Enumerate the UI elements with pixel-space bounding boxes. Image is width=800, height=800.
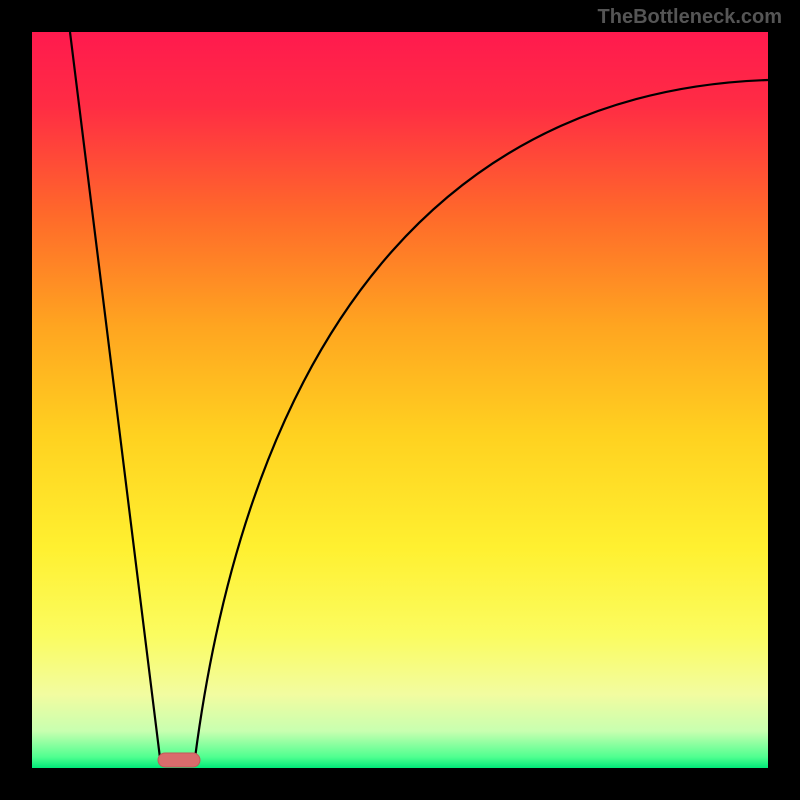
chart-svg (0, 0, 800, 800)
watermark-text: TheBottleneck.com (598, 6, 782, 29)
bottleneck-chart: TheBottleneck.com (0, 0, 800, 800)
optimal-marker (158, 753, 200, 767)
plot-gradient-background (32, 32, 768, 768)
